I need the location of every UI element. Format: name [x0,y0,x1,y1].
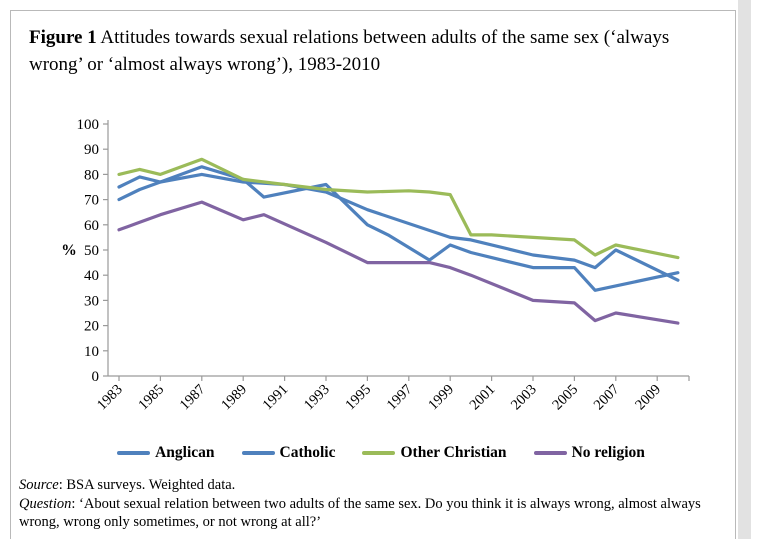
x-tick-label: 1983 [94,382,126,414]
figure-title-text: Attitudes towards sexual relations betwe… [29,27,670,75]
y-tick-label: 0 [92,369,100,385]
y-axis-title: % [61,242,77,259]
legend-label-catholic: Catholic [279,444,336,461]
x-axis: 1983 1985 1987 1989 1991 1993 1995 1997 1999 2001… [94,376,690,414]
legend-label-other-christian: Other Christian [400,444,507,461]
x-tick-label: 1997 [384,382,416,414]
legend-item-no-religion: No religion [533,444,645,462]
legend-swatch-no-religion [533,451,567,455]
x-tick-label: 2007 [591,382,623,414]
figure-notes: Source: BSA surveys. Weighted data. Ques… [19,476,725,532]
figure-title: Figure 1 Attitudes towards sexual relati… [29,25,677,79]
legend-label-no-religion: No religion [571,444,645,461]
page-right-gutter [738,0,751,539]
y-tick-label: 90 [84,142,99,158]
y-tick-label: 10 [84,344,99,360]
figure-number: Figure 1 [29,27,97,48]
x-tick-label: 1985 [135,382,167,414]
x-tick-label: 1989 [218,382,250,414]
x-tick-label: 1991 [260,382,292,414]
x-tick-label: 1993 [301,382,333,414]
legend-item-catholic: Catholic [241,444,336,462]
x-tick-label: 2009 [632,382,664,414]
legend-item-other-christian: Other Christian [362,444,507,462]
chart-legend: Anglican Catholic Other Christian No religi… [71,444,691,462]
x-tick-label: 2003 [508,382,540,414]
y-tick-label: 100 [77,117,100,133]
legend-swatch-other-christian [362,451,396,455]
series-line-other-christian [117,157,680,260]
question-text: : ‘About sexual relation between two adu… [19,495,701,531]
series-line-no-religion [117,200,680,325]
x-tick-label: 1987 [177,382,209,414]
y-axis: 0 10 20 30 40 50 60 70 80 90 100 [77,117,108,385]
y-tick-label: 20 [84,319,99,335]
y-tick-label: 70 [84,193,99,209]
series-line-catholic [117,172,680,282]
axes [107,120,689,377]
series-line-anglican [117,165,680,292]
x-tick-label: 2005 [549,382,581,414]
legend-label-anglican: Anglican [155,444,215,461]
legend-swatch-catholic [241,451,275,455]
y-tick-label: 80 [84,167,99,183]
figure-page: Figure 1 Attitudes towards sexual relati… [10,10,736,539]
x-tick-label: 1999 [425,382,457,414]
x-tick-label: 2001 [467,382,499,414]
x-tick-label: 1995 [342,382,374,414]
y-tick-label: 50 [84,243,99,259]
y-tick-label: 60 [84,218,99,234]
question-note: Question: ‘About sexual relation between… [19,495,725,532]
source-note: Source: BSA surveys. Weighted data. [19,476,725,495]
legend-swatch-anglican [117,451,151,455]
source-text: : BSA surveys. Weighted data. [58,477,236,493]
y-tick-label: 40 [84,268,99,284]
legend-item-anglican: Anglican [117,444,215,462]
question-label: Question [19,495,72,512]
source-label: Source [19,477,59,493]
y-tick-label: 30 [84,293,99,309]
